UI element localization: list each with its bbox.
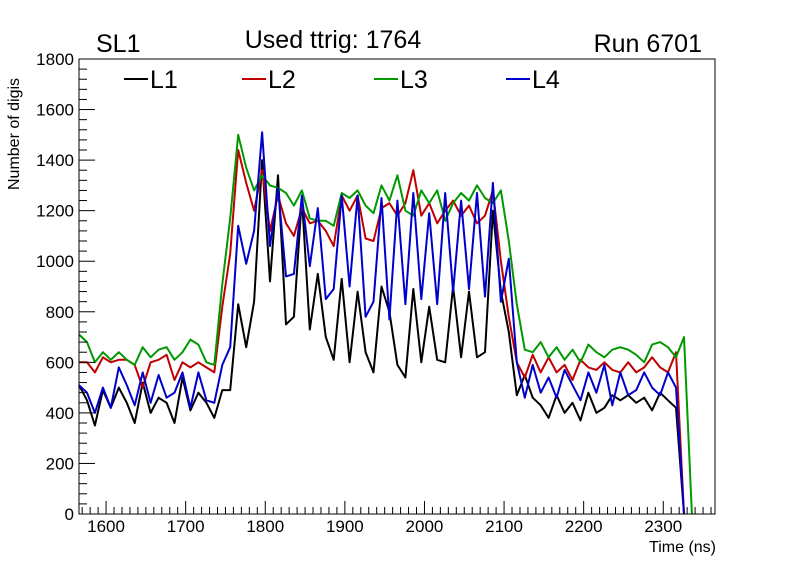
x-tick-label: 1900 bbox=[326, 517, 364, 536]
x-axis: 1600 1700 1800 1900 2000 2100 2200 2300 bbox=[81, 501, 712, 536]
chart-label-left: SL1 bbox=[96, 30, 140, 58]
plot-frame bbox=[78, 58, 716, 515]
chart-title: Used ttrig: 1764 bbox=[245, 26, 422, 54]
series-line-l4 bbox=[78, 131, 685, 515]
x-tick-label: 2200 bbox=[565, 517, 603, 536]
x-tick-label: 2100 bbox=[485, 517, 523, 536]
x-tick-label: 1700 bbox=[167, 517, 205, 536]
series-line-l1 bbox=[78, 159, 685, 515]
y-axis: 0 200 400 600 800 1000 1200 1400 1600 1800 bbox=[36, 50, 95, 524]
y-tick-label: 1800 bbox=[36, 50, 74, 69]
y-tick-label: 800 bbox=[46, 303, 74, 322]
x-axis-label: Time (ns) bbox=[649, 539, 716, 556]
y-tick-label: 1000 bbox=[36, 252, 74, 271]
legend-label-l2: L2 bbox=[268, 66, 296, 94]
y-tick-label: 1200 bbox=[36, 202, 74, 221]
y-tick-label: 0 bbox=[65, 505, 74, 524]
legend-label-l4: L4 bbox=[532, 66, 560, 94]
y-tick-label: 1400 bbox=[36, 151, 74, 170]
plot-series bbox=[78, 131, 693, 515]
y-axis-label: Number of digis bbox=[6, 78, 23, 190]
legend: L1 L2 L3 L4 bbox=[124, 66, 560, 94]
chart-label-right: Run 6701 bbox=[594, 30, 702, 58]
y-tick-label: 200 bbox=[46, 454, 74, 473]
x-tick-label: 1600 bbox=[87, 517, 125, 536]
y-tick-label: 600 bbox=[46, 353, 74, 372]
legend-label-l1: L1 bbox=[150, 66, 178, 94]
series-line-l3 bbox=[78, 133, 693, 515]
y-tick-label: 1600 bbox=[36, 101, 74, 120]
x-tick-label: 1800 bbox=[246, 517, 284, 536]
x-tick-label: 2000 bbox=[406, 517, 444, 536]
legend-label-l3: L3 bbox=[400, 66, 428, 94]
y-tick-label: 400 bbox=[46, 404, 74, 423]
x-tick-label: 2300 bbox=[644, 517, 682, 536]
